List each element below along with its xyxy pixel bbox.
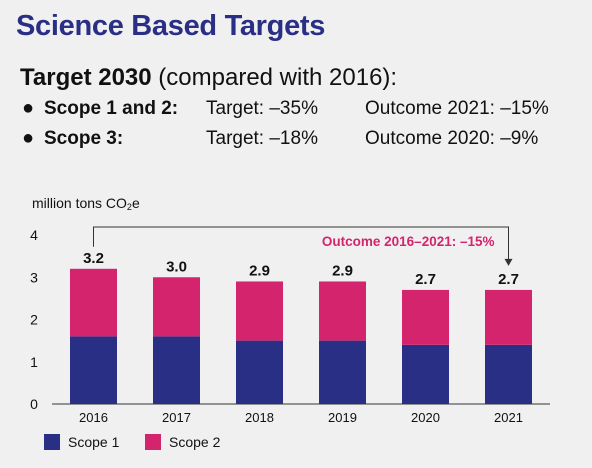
legend-item-scope-2: Scope 2 xyxy=(145,434,220,450)
legend-swatch-scope-1 xyxy=(44,434,60,450)
bar-scope-1 xyxy=(70,336,117,404)
bullet-icon: ● xyxy=(22,97,35,119)
unit-text: million tons CO xyxy=(32,195,127,211)
unit-suffix: e xyxy=(131,195,140,211)
y-tick-label: 1 xyxy=(30,354,38,370)
y-axis-unit-label: million tons CO2e xyxy=(32,195,140,212)
y-tick-label: 2 xyxy=(30,312,38,328)
legend-label-scope-2: Scope 2 xyxy=(169,434,221,450)
x-tick-label: 2020 xyxy=(411,410,440,425)
y-tick-label: 3 xyxy=(30,269,38,285)
bar-scope-2 xyxy=(319,281,366,341)
y-tick-label: 4 xyxy=(30,227,38,243)
unit-subscript: 2 xyxy=(126,202,132,212)
bar-scope-2 xyxy=(70,268,117,337)
bar-scope-2 xyxy=(485,289,532,345)
bar-scope-2 xyxy=(236,281,283,341)
annotation-bracket xyxy=(93,226,509,260)
legend-swatch-scope-2 xyxy=(145,434,161,450)
legend-item-scope-1: Scope 1 xyxy=(44,434,119,450)
page-title: Science Based Targets xyxy=(16,10,326,42)
annotation-arrowhead xyxy=(504,258,513,266)
bar-total-label: 3.0 xyxy=(166,258,187,275)
bar-total-label: 2.7 xyxy=(415,271,436,288)
target-heading: Target 2030 (compared with 2016): xyxy=(20,64,397,92)
bar-scope-1 xyxy=(485,344,532,404)
bar-scope-2 xyxy=(402,289,449,345)
y-tick-label: 0 xyxy=(30,396,38,412)
scope-label: Scope 3: xyxy=(44,128,124,149)
legend-label-scope-1: Scope 1 xyxy=(68,434,120,450)
bar-scope-1 xyxy=(153,336,200,404)
bar-scope-2 xyxy=(153,277,200,337)
bar-scope-1 xyxy=(236,340,283,404)
bar-scope-1 xyxy=(402,344,449,404)
scope-outcome: Outcome 2021: –15% xyxy=(365,98,549,119)
x-tick-label: 2021 xyxy=(494,410,523,425)
scope-target: Target: –18% xyxy=(206,128,318,149)
target-heading-rest: (compared with 2016): xyxy=(151,64,398,91)
x-tick-label: 2016 xyxy=(79,410,108,425)
scope-outcome: Outcome 2020: –9% xyxy=(365,128,539,149)
annotation-label: Outcome 2016–2021: –15% xyxy=(322,234,495,249)
x-tick-label: 2018 xyxy=(245,410,274,425)
x-tick-label: 2019 xyxy=(328,410,357,425)
target-heading-bold: Target 2030 xyxy=(20,64,152,91)
x-tick-label: 2017 xyxy=(162,410,191,425)
bullet-icon: ● xyxy=(22,127,35,149)
bar-total-label: 2.9 xyxy=(249,262,270,279)
scope-label: Scope 1 and 2: xyxy=(44,98,179,119)
bar-total-label: 2.7 xyxy=(498,271,519,288)
bar-scope-1 xyxy=(319,340,366,404)
bar-total-label: 3.2 xyxy=(83,250,104,267)
bar-total-label: 2.9 xyxy=(332,262,353,279)
scope-target: Target: –35% xyxy=(206,98,318,119)
